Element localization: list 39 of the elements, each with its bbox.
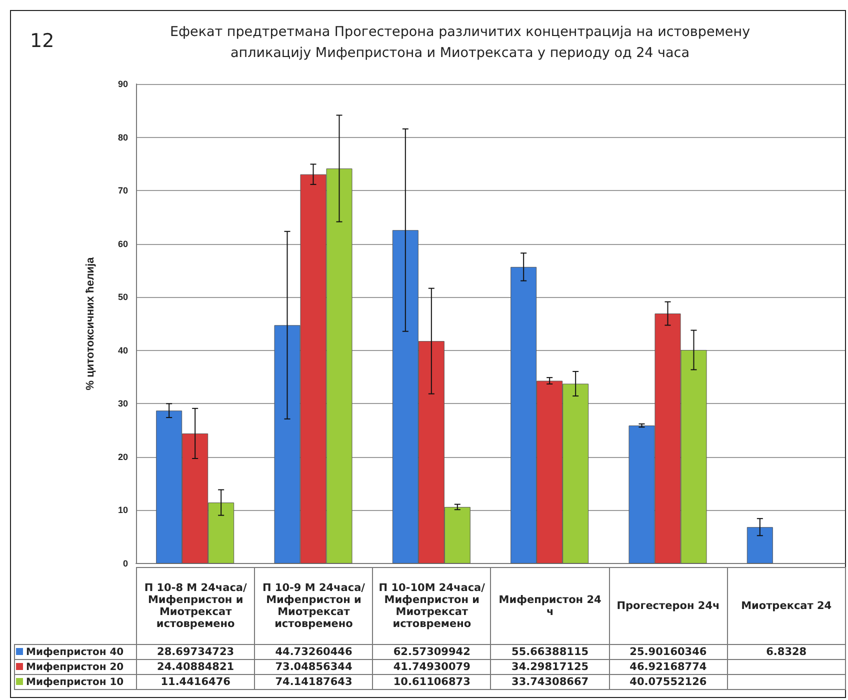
y-axis-title: % цитотоксичних ћелија bbox=[84, 256, 96, 390]
y-tick-label: 0 bbox=[122, 558, 128, 568]
data-label: 46.92168774 bbox=[609, 660, 728, 674]
y-tick-label: 20 bbox=[118, 452, 128, 462]
y-tick-label: 30 bbox=[118, 398, 128, 409]
legend-label: Мифепристон 20 bbox=[14, 660, 136, 674]
bar bbox=[746, 527, 773, 564]
y-tick-label: 70 bbox=[118, 186, 128, 196]
data-label: 40.07552126 bbox=[609, 674, 728, 690]
data-label: 11.4416476 bbox=[136, 674, 255, 690]
legend-label: Мифепристон 10 bbox=[14, 674, 136, 690]
text: 12 bbox=[30, 30, 54, 52]
data-label: 73.04856344 bbox=[254, 660, 373, 674]
data-label: 44.73260446 bbox=[254, 644, 373, 660]
data-label: 74.14187643 bbox=[254, 674, 373, 690]
y-tick-label: 10 bbox=[118, 505, 128, 516]
data-label: 10.61106873 bbox=[372, 674, 491, 690]
y-tick-label: 50 bbox=[118, 292, 128, 302]
data-label: 55.66388115 bbox=[490, 644, 610, 660]
data-label: 28.69734723 bbox=[136, 644, 255, 660]
data-label: 6.8328 bbox=[727, 644, 846, 660]
y-tick-label: 90 bbox=[118, 79, 128, 89]
data-label: 41.74930079 bbox=[372, 660, 491, 674]
chart-title: Ефекат предтретмана Прогестерона различитих концентрација на истовремену апликацију Мифепристона и Миотрексата у периоду од 24 часа bbox=[168, 23, 752, 63]
x-tick-label: П 10-10М 24часа/Мифепристон и Миотрексат истовремено bbox=[372, 568, 491, 644]
data-label: 24.40884821 bbox=[136, 660, 255, 674]
legend-label: Мифепристон 40 bbox=[14, 644, 136, 660]
x-tick-label: П 10-8 М 24часа/Мифепристон и Миотрексат истовремено bbox=[136, 568, 255, 644]
y-tick-label: 60 bbox=[118, 238, 128, 249]
data-label: 25.90160346 bbox=[609, 644, 728, 660]
y-tick-label: 40 bbox=[118, 345, 128, 356]
data-label: 33.74308667 bbox=[490, 674, 610, 690]
data-label: 62.57309942 bbox=[372, 644, 491, 660]
x-tick-label: П 10-9 М 24часа/Мифепристон и Миотрексат истовремено bbox=[254, 568, 373, 644]
y-tick-label: 80 bbox=[118, 132, 128, 142]
x-tick-label: Миотрексат 24 bbox=[727, 568, 846, 644]
data-label: 34.29817125 bbox=[490, 660, 610, 674]
x-tick-label: Прогестерон 24ч bbox=[609, 568, 728, 644]
x-tick-label: Мифепристон 24 ч bbox=[490, 568, 610, 644]
